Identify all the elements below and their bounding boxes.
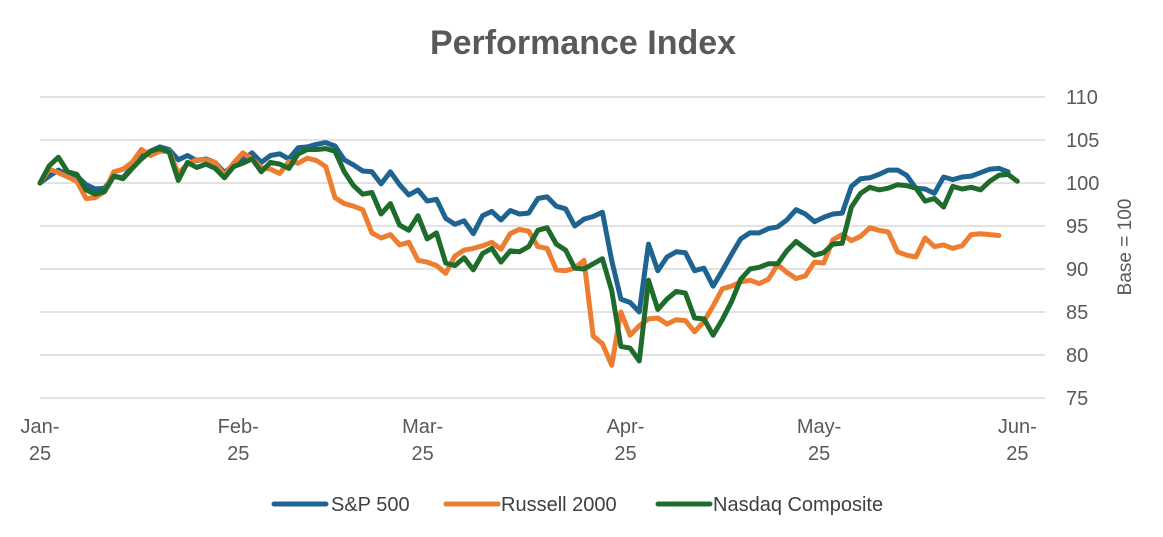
y-tick-label: 100	[1066, 173, 1099, 195]
x-axis-ticks: Jan- 25 Feb- 25 Mar- 25 Apr- 25 May- 25 Jun- 25	[21, 416, 1037, 465]
x-tick-label-year: 25	[1006, 443, 1028, 465]
x-tick-label-year: 25	[808, 443, 830, 465]
legend-label-russell-2000: Russell 2000	[501, 494, 617, 516]
series-lines	[37, 140, 1020, 368]
gridlines	[40, 96, 1045, 399]
y-tick-label: 95	[1066, 216, 1088, 238]
x-tick-label-year: 25	[227, 443, 249, 465]
y-tick-label: 75	[1066, 388, 1088, 410]
y-axis-label: Base = 100	[1115, 199, 1136, 296]
x-tick-label-year: 25	[412, 443, 434, 465]
y-tick-label: 85	[1066, 302, 1088, 324]
legend-label-nasdaq-composite: Nasdaq Composite	[713, 494, 883, 516]
series-line-russell-2000	[37, 147, 1002, 368]
x-tick-label: Jan-	[21, 416, 60, 438]
y-tick-label: 80	[1066, 345, 1088, 367]
x-tick-label-year: 25	[614, 443, 636, 465]
x-tick-label: Mar-	[402, 416, 443, 438]
chart-title: Performance Index	[430, 24, 736, 62]
x-tick-label: Jun-	[998, 416, 1037, 438]
y-axis-ticks: 75 80 85 90 95 100 105 110	[1066, 87, 1099, 410]
x-tick-label: Apr-	[607, 416, 645, 438]
y-tick-label: 110	[1066, 87, 1098, 109]
y-tick-label: 90	[1066, 259, 1088, 281]
x-tick-label: May-	[797, 416, 841, 438]
x-tick-label: Feb-	[218, 416, 259, 438]
y-tick-label: 105	[1066, 130, 1099, 152]
legend-label-s-p-500: S&P 500	[331, 494, 410, 516]
legend: S&P 500 Russell 2000 Nasdaq Composite	[271, 494, 883, 516]
series-line-nasdaq-composite	[37, 146, 1020, 364]
x-tick-label-year: 25	[29, 443, 51, 465]
